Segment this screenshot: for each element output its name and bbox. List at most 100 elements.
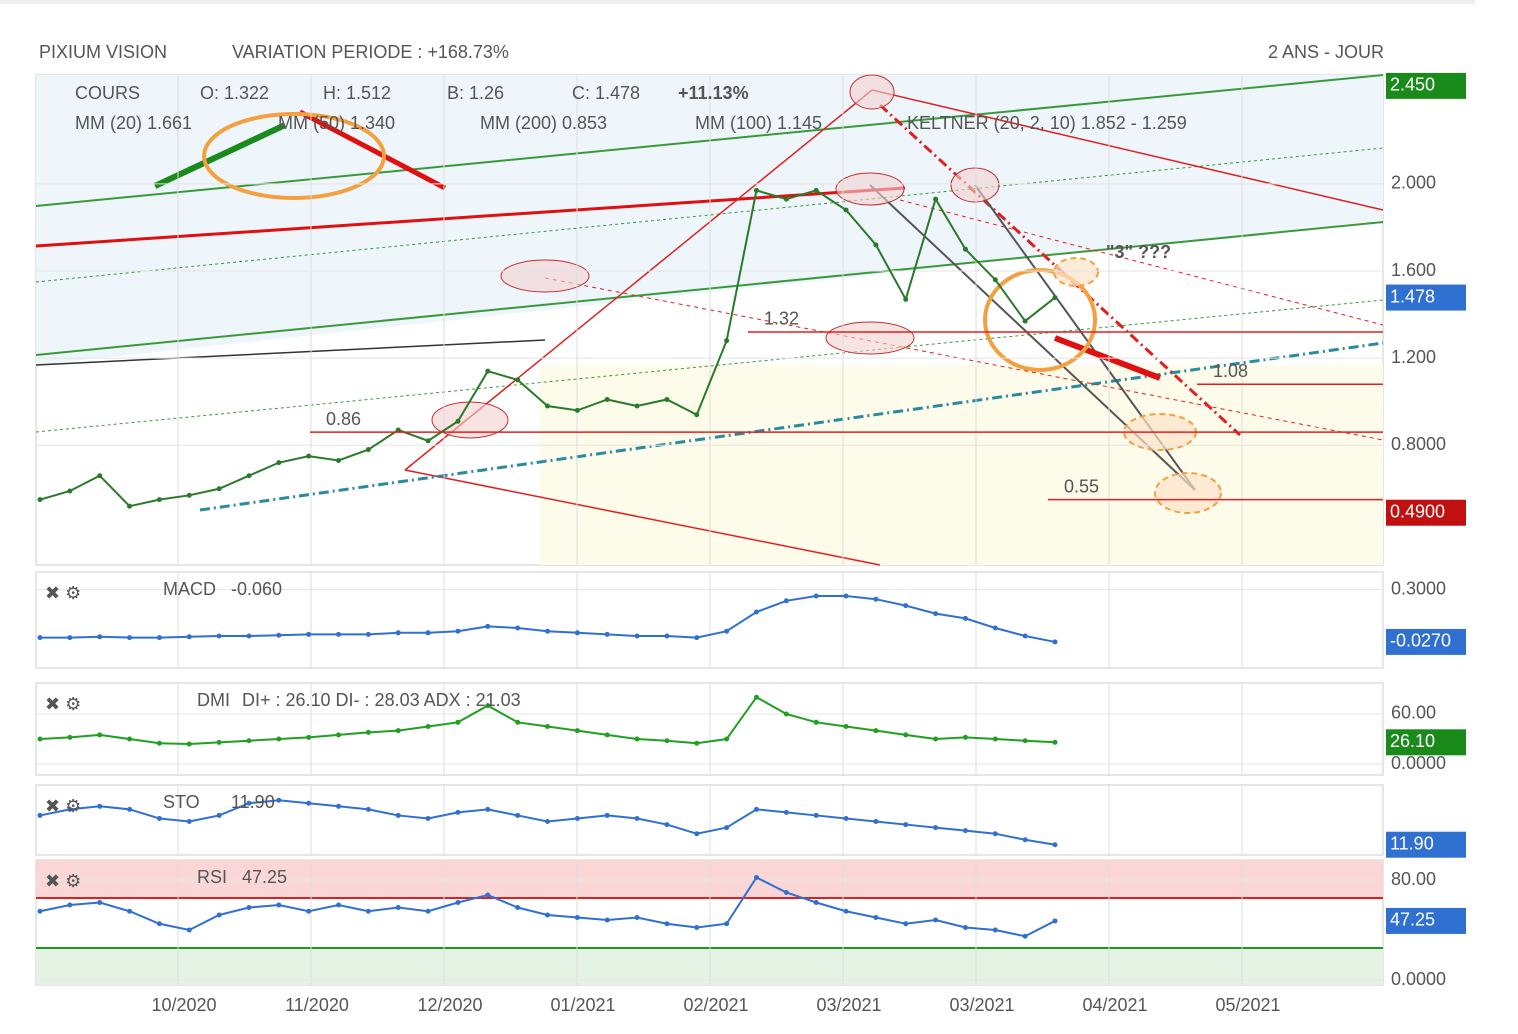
- data-point: [574, 915, 580, 920]
- value-badge-label: 0.4900: [1390, 501, 1445, 521]
- data-point: [67, 734, 73, 740]
- y-tick-label: 0.0000: [1391, 753, 1446, 773]
- data-point: [186, 741, 192, 747]
- stock-name: PIXIUM VISION: [39, 42, 167, 62]
- data-point: [664, 822, 670, 828]
- data-point: [873, 728, 879, 734]
- data-point: [306, 734, 312, 740]
- data-point: [783, 196, 789, 202]
- data-point: [903, 822, 909, 828]
- data-point: [903, 732, 909, 738]
- data-point: [425, 815, 431, 821]
- data-point: [574, 728, 580, 734]
- x-tick-label: 12/2020: [417, 995, 482, 1015]
- data-point: [336, 631, 342, 637]
- data-point: [455, 719, 461, 725]
- data-point: [67, 902, 73, 908]
- value-badge-label: 26.10: [1390, 731, 1435, 751]
- data-point: [545, 628, 550, 634]
- data-point: [97, 732, 103, 738]
- data-point: [515, 905, 521, 910]
- data-point: [365, 908, 371, 914]
- y-tick-label: 1.200: [1391, 347, 1436, 367]
- panel-reading: 47.25: [242, 867, 287, 887]
- data-point: [634, 403, 640, 409]
- data-point: [336, 902, 342, 908]
- data-point: [873, 819, 879, 825]
- x-tick-label: 01/2021: [550, 995, 615, 1015]
- data-point: [694, 831, 700, 837]
- data-point: [813, 187, 819, 193]
- data-point: [336, 803, 342, 809]
- y-tick-label: 0.3000: [1391, 578, 1446, 598]
- top-bar: [0, 0, 1475, 4]
- x-tick-label: 10/2020: [151, 995, 216, 1015]
- data-point: [156, 921, 162, 927]
- y-tick-label: 1.600: [1391, 260, 1436, 280]
- data-point: [873, 596, 879, 602]
- data-point: [97, 634, 103, 640]
- data-point: [485, 368, 491, 374]
- data-point: [783, 809, 789, 815]
- data-point: [1052, 639, 1058, 645]
- data-point: [1022, 738, 1028, 744]
- level-label: 0.86: [326, 409, 361, 429]
- data-point: [246, 633, 252, 639]
- data-point: [455, 418, 461, 424]
- legend-item: MM (50) 1.340: [278, 113, 395, 133]
- data-point: [545, 819, 550, 825]
- data-point: [604, 732, 610, 738]
- data-point: [933, 611, 939, 617]
- y-tick-label: 60.00: [1391, 703, 1436, 723]
- data-point: [1022, 933, 1028, 939]
- value-badge-label: 1.478: [1390, 286, 1435, 306]
- data-point: [127, 908, 133, 914]
- data-point: [545, 723, 550, 729]
- data-point: [933, 736, 939, 742]
- data-point: [753, 187, 759, 193]
- data-point: [97, 803, 103, 809]
- data-point: [664, 921, 670, 927]
- data-point: [694, 635, 700, 641]
- data-point: [276, 460, 282, 466]
- data-point: [485, 892, 491, 898]
- data-point: [992, 625, 998, 631]
- data-point: [1022, 318, 1028, 324]
- legend-item: MM (200) 0.853: [480, 113, 607, 133]
- data-point: [634, 915, 640, 920]
- legend-item: COURS: [75, 83, 140, 103]
- panel-name: MACD: [163, 579, 216, 599]
- data-point: [992, 277, 998, 283]
- data-point: [455, 900, 461, 905]
- data-point: [425, 908, 431, 914]
- data-point: [1022, 633, 1028, 639]
- value-badge: [1386, 628, 1466, 655]
- data-point: [574, 630, 580, 636]
- data-point: [604, 631, 610, 637]
- data-point: [724, 628, 730, 634]
- panel-reading: -0.060: [231, 579, 282, 599]
- legend-item: MM (100) 1.145: [695, 113, 822, 133]
- data-point: [246, 473, 252, 479]
- legend-item: H: 1.512: [323, 83, 391, 103]
- data-point: [1022, 837, 1028, 843]
- data-point: [395, 812, 401, 818]
- data-point: [962, 828, 968, 834]
- data-point: [873, 915, 879, 920]
- data-point: [246, 800, 252, 806]
- data-point: [156, 497, 162, 503]
- data-point: [37, 908, 43, 914]
- legend-item: KELTNER (20, 2, 10) 1.852 - 1.259: [907, 113, 1187, 133]
- panel-name: RSI: [197, 867, 227, 887]
- data-point: [246, 905, 252, 910]
- value-badge-label: 2.450: [1390, 75, 1435, 95]
- data-point: [694, 740, 700, 746]
- data-point: [365, 631, 371, 637]
- y-tick-label: 80.00: [1391, 869, 1436, 889]
- data-point: [515, 719, 521, 725]
- data-point: [37, 812, 43, 818]
- data-point: [962, 615, 968, 621]
- data-point: [962, 734, 968, 740]
- x-tick-label: 02/2021: [683, 995, 748, 1015]
- value-badge-label: 47.25: [1390, 910, 1435, 930]
